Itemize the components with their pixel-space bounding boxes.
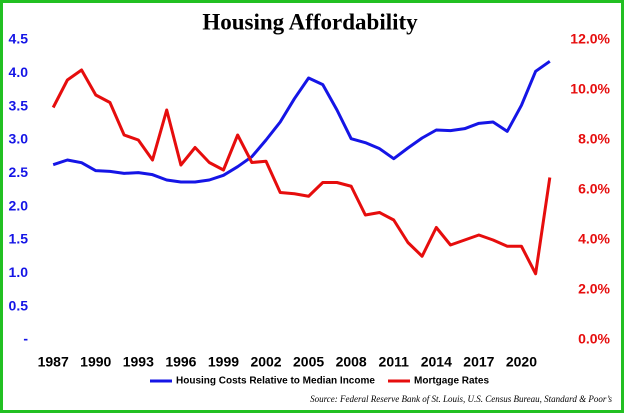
y-tick-label: 1.5 (9, 231, 29, 247)
legend-label: Housing Costs Relative to Median Income (176, 376, 375, 387)
y-tick-label: 4.0 (9, 64, 29, 80)
y-tick-label: 1.0 (9, 264, 29, 280)
legend-label: Mortgage Rates (414, 376, 489, 387)
y2-tick-label: 4.0% (578, 231, 610, 247)
x-tick-label: 1990 (80, 354, 111, 370)
chart-title: Housing Affordability (202, 9, 418, 34)
x-tick-label: 2017 (463, 354, 494, 370)
x-tick-label: 2011 (379, 354, 410, 370)
y-tick-label: 3.0 (9, 131, 29, 147)
x-tick-label: 1999 (208, 354, 239, 370)
x-tick-label: 2002 (250, 354, 281, 370)
x-tick-label: 2020 (506, 354, 537, 370)
y2-tick-label: 12.0% (570, 31, 610, 47)
y-tick-label: 2.5 (9, 164, 29, 180)
y-tick-label: 2.0 (9, 197, 29, 213)
y2-tick-label: 10.0% (570, 81, 610, 97)
series-line (51, 68, 552, 276)
x-tick-label: 1996 (165, 354, 196, 370)
y2-tick-label: 0.0% (578, 331, 610, 347)
y-tick-label: 3.5 (9, 97, 29, 113)
x-tick-label: 2008 (336, 354, 367, 370)
series-line (52, 60, 551, 184)
y-tick-label: 4.5 (9, 31, 29, 47)
y2-tick-label: 6.0% (578, 181, 610, 197)
x-tick-label: 2014 (421, 354, 452, 370)
x-tick-label: 1987 (38, 354, 69, 370)
source-note: Source: Federal Reserve Bank of St. Loui… (310, 394, 612, 404)
x-tick-label: 1993 (123, 354, 154, 370)
y-tick-label: 0.5 (9, 297, 29, 313)
y2-tick-label: 8.0% (578, 131, 610, 147)
x-tick-label: 2005 (293, 354, 324, 370)
y-tick-label: - (23, 331, 28, 347)
y2-tick-label: 2.0% (578, 281, 610, 297)
